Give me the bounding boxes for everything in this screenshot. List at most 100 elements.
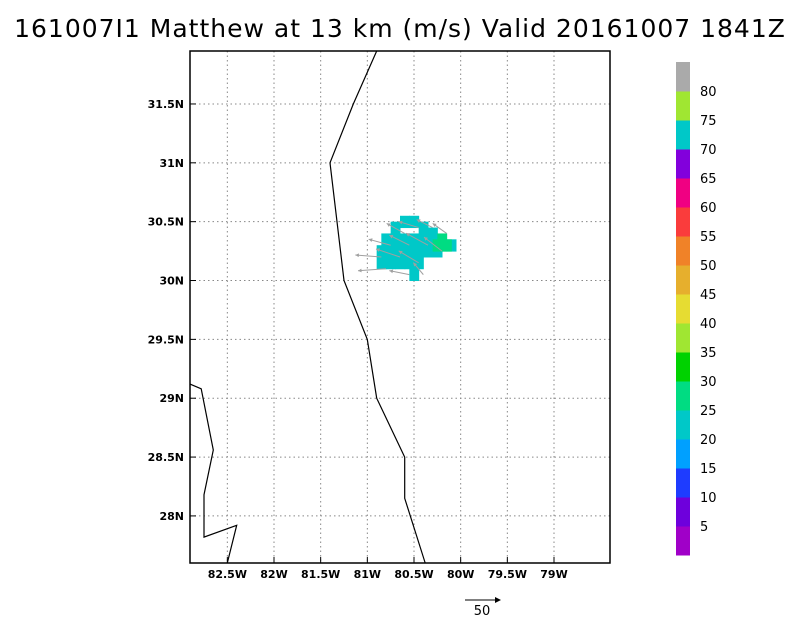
y-tick-label: 28N: [159, 510, 184, 523]
vector-legend-label: 50: [474, 604, 491, 618]
colorbar-label: 45: [700, 288, 717, 303]
colorbar-label: 15: [700, 462, 717, 477]
wind-speed-cell: [414, 245, 424, 258]
colorbar-label: 60: [700, 201, 717, 216]
wind-speed-cell: [414, 256, 424, 270]
colorbar-segment: [676, 265, 690, 295]
colorbar-segment: [676, 120, 690, 150]
colorbar-segment: [676, 149, 690, 179]
colorbar-segment: [676, 439, 690, 469]
graticule: [190, 51, 610, 563]
coastline-segment: [329, 50, 426, 564]
latitude-ticks: 31.5N 31N 30.5N 30N 29.5N 29N 28.5N 28N: [148, 98, 196, 523]
x-tick-label: 79.5W: [488, 568, 527, 581]
wind-speed-cell: [390, 221, 401, 234]
wind-vectors: [355, 219, 447, 276]
y-tick-label: 31.5N: [148, 98, 184, 111]
coastline: [189, 50, 426, 564]
wind-vector-head: [368, 238, 373, 242]
x-tick-label: 81.5W: [301, 568, 340, 581]
colorbar-segment: [676, 236, 690, 266]
wind-vector-head: [358, 268, 362, 273]
colorbar-label: 20: [700, 433, 717, 448]
colorbar-segment: [676, 91, 690, 121]
wind-speed-cell: [400, 233, 410, 246]
wind-speed-cell: [418, 233, 429, 246]
wind-speed-cell: [404, 256, 415, 270]
x-tick-label: 79W: [540, 568, 567, 581]
colorbar-segment: [676, 381, 690, 411]
x-tick-label: 81W: [354, 568, 381, 581]
y-tick-label: 30N: [159, 275, 184, 288]
y-tick-label: 30.5N: [148, 216, 184, 229]
y-tick-label: 31N: [159, 157, 184, 170]
colorbar-label: 55: [700, 230, 717, 245]
wind-vector: [389, 234, 410, 246]
colorbar-segment: [676, 294, 690, 324]
colorbar-label: 75: [700, 114, 717, 129]
y-tick-label: 28.5N: [148, 451, 184, 464]
chart-title: 161007I1 Matthew at 13 km (m/s) Valid 20…: [14, 14, 786, 43]
colorbar-label: 40: [700, 317, 717, 332]
wind-speed-cell-high: [442, 239, 452, 252]
y-tick-label: 29.5N: [148, 333, 184, 346]
wind-speed-cell: [376, 256, 387, 270]
wind-speed-field: [376, 215, 457, 282]
wind-speed-cell: [400, 215, 410, 229]
vector-legend: 50: [465, 597, 501, 618]
wind-speed-cell: [409, 268, 420, 282]
coastline-segment: [189, 383, 238, 564]
colorbar-label: 80: [700, 85, 717, 100]
colorbar-segment: [676, 323, 690, 353]
colorbar-label: 10: [700, 491, 717, 506]
colorbar-label: 5: [700, 520, 708, 535]
wind-speed-cell: [395, 256, 406, 270]
wind-vector-head: [389, 269, 394, 274]
map-frame: [189, 50, 611, 564]
wind-vector-head: [355, 253, 359, 258]
wind-speed-cell: [409, 215, 420, 229]
wind-vector-head: [386, 223, 391, 227]
wind-speed-cell: [418, 221, 429, 234]
wind-speed-cell: [423, 245, 434, 258]
colorbar-segment: [676, 178, 690, 208]
colorbar-label: 70: [700, 143, 717, 158]
colorbar-label: 35: [700, 346, 717, 361]
x-tick-label: 80.5W: [394, 568, 433, 581]
x-tick-label: 82W: [260, 568, 287, 581]
colorbar-segment: [676, 410, 690, 440]
colorbar-segment: [676, 468, 690, 498]
wind-vector-head: [413, 262, 418, 267]
wind-vector-head: [376, 248, 380, 252]
wind-vector-head: [432, 223, 437, 228]
wind-vector: [355, 254, 382, 258]
wind-speed-cell-high: [432, 239, 443, 252]
wind-vector: [423, 236, 443, 252]
wind-vector: [375, 248, 401, 258]
colorbar-segment: [676, 207, 690, 237]
colorbar-segment: [676, 352, 690, 382]
wind-speed-cell: [381, 233, 392, 246]
wind-speed-cell: [404, 245, 415, 258]
colorbar-segment: [676, 497, 690, 527]
wind-vector-head: [389, 235, 394, 239]
wind-vector: [368, 238, 391, 246]
colorbar-segment: [676, 62, 690, 92]
wind-speed-cell: [409, 233, 420, 246]
wind-speed-cell: [386, 245, 396, 258]
y-tick-label: 29N: [159, 392, 184, 405]
wind-vector-head: [416, 219, 421, 223]
wind-speed-cell: [386, 256, 396, 270]
wind-vector: [357, 268, 387, 272]
wind-vector-head: [398, 250, 403, 255]
wind-speed-cell: [390, 233, 401, 246]
x-tick-label: 80W: [447, 568, 474, 581]
colorbar-label: 50: [700, 259, 717, 274]
colorbar: 5 10 15 20 25 30 35 40 45 50 55 60 65 70 75 80: [676, 62, 717, 556]
wind-vector-head: [398, 220, 403, 225]
colorbar-label: 30: [700, 375, 717, 390]
wind-vector-head: [406, 233, 410, 237]
x-tick-label: 82.5W: [208, 568, 247, 581]
vector-legend-arrowhead: [495, 597, 501, 603]
